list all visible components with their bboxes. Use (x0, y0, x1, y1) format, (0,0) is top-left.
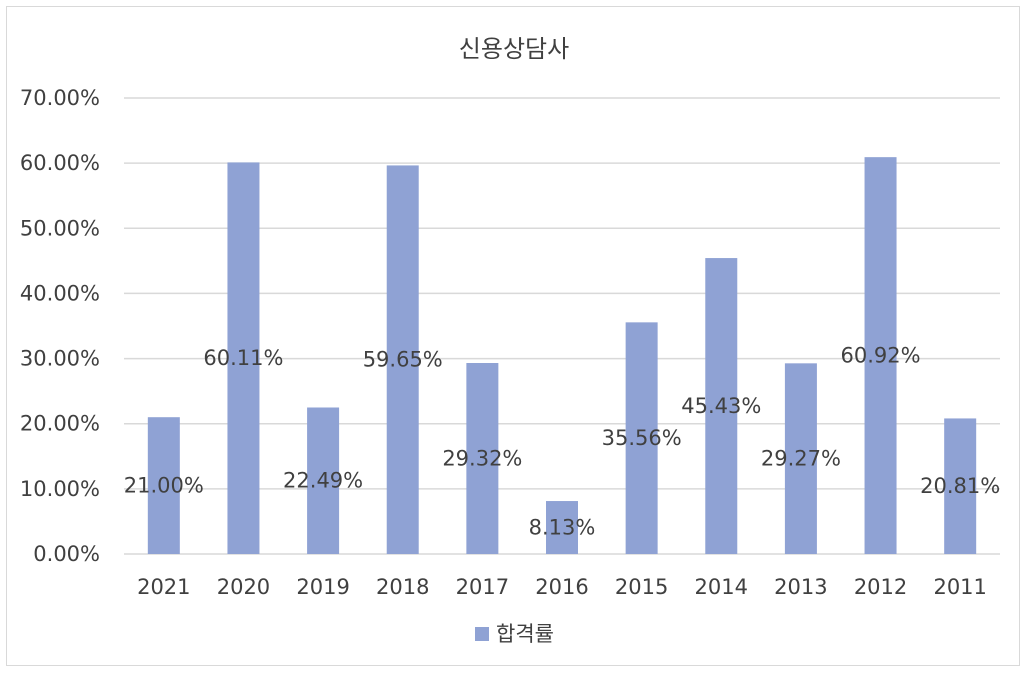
data-label: 29.32% (442, 447, 522, 471)
y-tick-label: 30.00% (20, 347, 100, 371)
x-tick-label: 2014 (695, 575, 748, 599)
data-label: 60.92% (841, 344, 921, 368)
data-label: 45.43% (681, 394, 761, 418)
y-tick-label: 0.00% (33, 542, 100, 566)
data-label: 8.13% (529, 516, 596, 540)
x-axis: 2021 2020 2019 2018 2017 2016 2015 2014 2013 2012… (137, 575, 987, 599)
bar (307, 407, 340, 554)
bar (625, 322, 658, 554)
x-tick-label: 2020 (217, 575, 270, 599)
legend: 합격률 (475, 622, 554, 646)
y-tick-label: 70.00% (20, 86, 100, 110)
x-tick-label: 2013 (774, 575, 827, 599)
data-label: 60.11% (203, 346, 283, 370)
chart-title: 신용상담사 (459, 35, 569, 63)
legend-label: 합격률 (496, 622, 554, 646)
data-label: 59.65% (363, 348, 443, 372)
y-tick-label: 60.00% (20, 151, 100, 175)
bar (944, 418, 977, 554)
bar (466, 363, 499, 554)
y-tick-label: 50.00% (20, 216, 100, 240)
data-label: 29.27% (761, 447, 841, 471)
bar (546, 501, 578, 554)
bar (147, 417, 180, 554)
bars (147, 157, 977, 555)
data-label: 22.49% (283, 469, 363, 493)
y-axis: 0.00% 10.00% 20.00% 30.00% 40.00% 50.00% 60.00… (20, 86, 100, 566)
data-label: 35.56% (602, 426, 682, 450)
gridlines (124, 97, 1000, 555)
x-tick-label: 2016 (535, 575, 588, 599)
x-tick-label: 2017 (456, 575, 509, 599)
x-tick-label: 2015 (615, 575, 668, 599)
y-tick-label: 40.00% (20, 281, 100, 305)
bar (705, 258, 738, 554)
x-tick-label: 2018 (376, 575, 429, 599)
legend-swatch (475, 627, 489, 641)
data-label: 21.00% (124, 474, 204, 498)
x-tick-label: 2019 (296, 575, 349, 599)
chart-frame (6, 6, 1020, 666)
data-label: 20.81% (920, 474, 1000, 498)
bar (864, 157, 897, 554)
y-tick-label: 10.00% (20, 477, 100, 501)
bar (227, 162, 260, 555)
bar (386, 165, 419, 554)
bar (784, 363, 817, 554)
x-tick-label: 2011 (933, 575, 986, 599)
data-labels: 21.00% 60.11% 22.49% 59.65% 29.32% 8.13% 35.56… (124, 344, 1000, 540)
x-tick-label: 2012 (854, 575, 907, 599)
x-tick-label: 2021 (137, 575, 190, 599)
y-tick-label: 20.00% (20, 412, 100, 436)
